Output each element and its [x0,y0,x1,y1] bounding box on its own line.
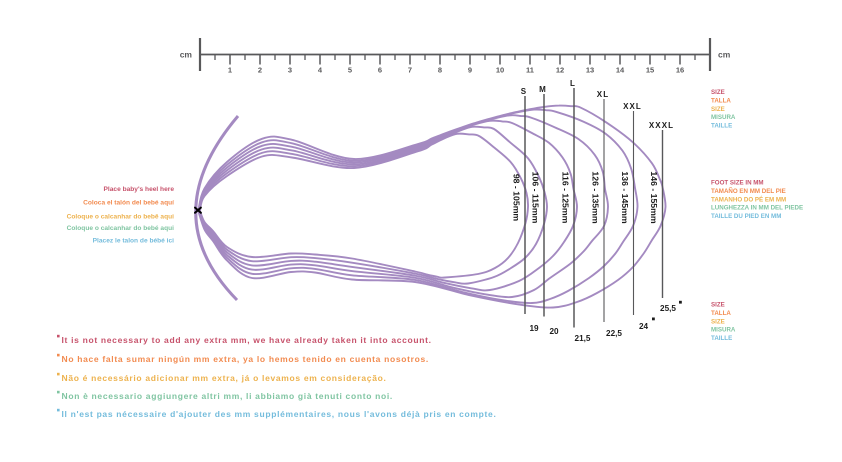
svg-text:7: 7 [408,66,412,75]
svg-text:98 - 105mm: 98 - 105mm [512,174,522,222]
svg-text:XL: XL [597,90,609,99]
svg-text:TAILLE: TAILLE [711,123,732,130]
svg-text:16: 16 [676,66,684,75]
svg-text:SIZE: SIZE [711,318,725,325]
svg-text:No hace falta sumar ningún mm: No hace falta sumar ningún mm extra, ya … [62,354,429,364]
svg-text:L: L [570,79,576,88]
svg-text:Placez le talon de bébé ici: Placez le talon de bébé ici [93,238,175,245]
svg-text:TAMANHO DO PÉ EM MM: TAMANHO DO PÉ EM MM [711,195,786,203]
svg-text:20: 20 [549,327,559,336]
svg-text:XXXL: XXXL [649,121,674,130]
svg-text:SIZE: SIZE [711,106,725,113]
svg-text:SIZE: SIZE [711,302,725,309]
svg-text:12: 12 [556,66,564,75]
svg-text:S: S [521,87,527,96]
svg-text:2: 2 [258,66,262,75]
svg-text:13: 13 [586,66,594,75]
svg-text:Coloque o calcanhar do bebé aq: Coloque o calcanhar do bebé aqui [67,225,175,232]
svg-text:FOOT SIZE IN MM: FOOT SIZE IN MM [711,180,764,187]
svg-text:25,5: 25,5 [660,304,676,313]
svg-text:5: 5 [348,66,352,75]
svg-text:126 - 135mm: 126 - 135mm [591,171,601,223]
svg-text:9: 9 [468,66,472,75]
svg-text:11: 11 [526,66,534,75]
svg-text:cm: cm [180,50,193,60]
svg-text:6: 6 [378,66,382,75]
svg-text:It is not necessary to add any: It is not necessary to add any extra mm,… [62,335,432,345]
svg-text:TAILLE: TAILLE [711,335,732,342]
svg-text:4: 4 [318,66,323,75]
svg-text:106 - 115mm: 106 - 115mm [531,172,541,224]
svg-text:24: 24 [639,322,649,331]
svg-text:SIZE: SIZE [711,89,725,96]
svg-text:M: M [539,85,547,94]
svg-text:Não é necessário adicionar mm: Não é necessário adicionar mm extra, já … [62,373,387,383]
svg-text:MISURA: MISURA [711,114,736,121]
svg-text:TALLA: TALLA [711,310,731,317]
svg-text:10: 10 [496,66,504,75]
svg-text:TALLA: TALLA [711,97,731,104]
svg-text:1: 1 [228,66,232,75]
svg-text:cm: cm [718,50,731,60]
svg-text:TAILLE DU PIED EN MM: TAILLE DU PIED EN MM [711,213,781,220]
svg-text:3: 3 [288,66,292,75]
svg-text:14: 14 [616,66,625,75]
svg-text:21,5: 21,5 [575,334,591,343]
svg-text:TAMAÑO EN MM DEL PIE: TAMAÑO EN MM DEL PIE [711,188,786,195]
svg-text:LUNGHEZZA IN MM DEL PIEDE: LUNGHEZZA IN MM DEL PIEDE [711,205,803,212]
svg-text:Place baby's heel here: Place baby's heel here [104,186,175,193]
svg-text:146 - 155mm: 146 - 155mm [649,171,659,223]
svg-text:Non è necessario aggiungere al: Non è necessario aggiungere altri mm, li… [62,391,393,401]
svg-text:136 - 145mm: 136 - 145mm [620,171,630,223]
svg-text:Il n'est pas nécessaire d'ajou: Il n'est pas nécessaire d'ajouter des mm… [62,409,497,419]
svg-text:XXL: XXL [623,102,642,111]
svg-text:MISURA: MISURA [711,327,736,334]
svg-text:22,5: 22,5 [606,329,622,338]
svg-text:8: 8 [438,66,442,75]
svg-text:Coloque o calcanhar do bebê aq: Coloque o calcanhar do bebê aqui [67,213,175,220]
svg-text:15: 15 [646,66,654,75]
svg-text:116 - 125mm: 116 - 125mm [561,172,571,224]
svg-text:Coloca el talón del bebé aquí: Coloca el talón del bebé aquí [83,200,175,207]
svg-text:19: 19 [529,324,539,333]
